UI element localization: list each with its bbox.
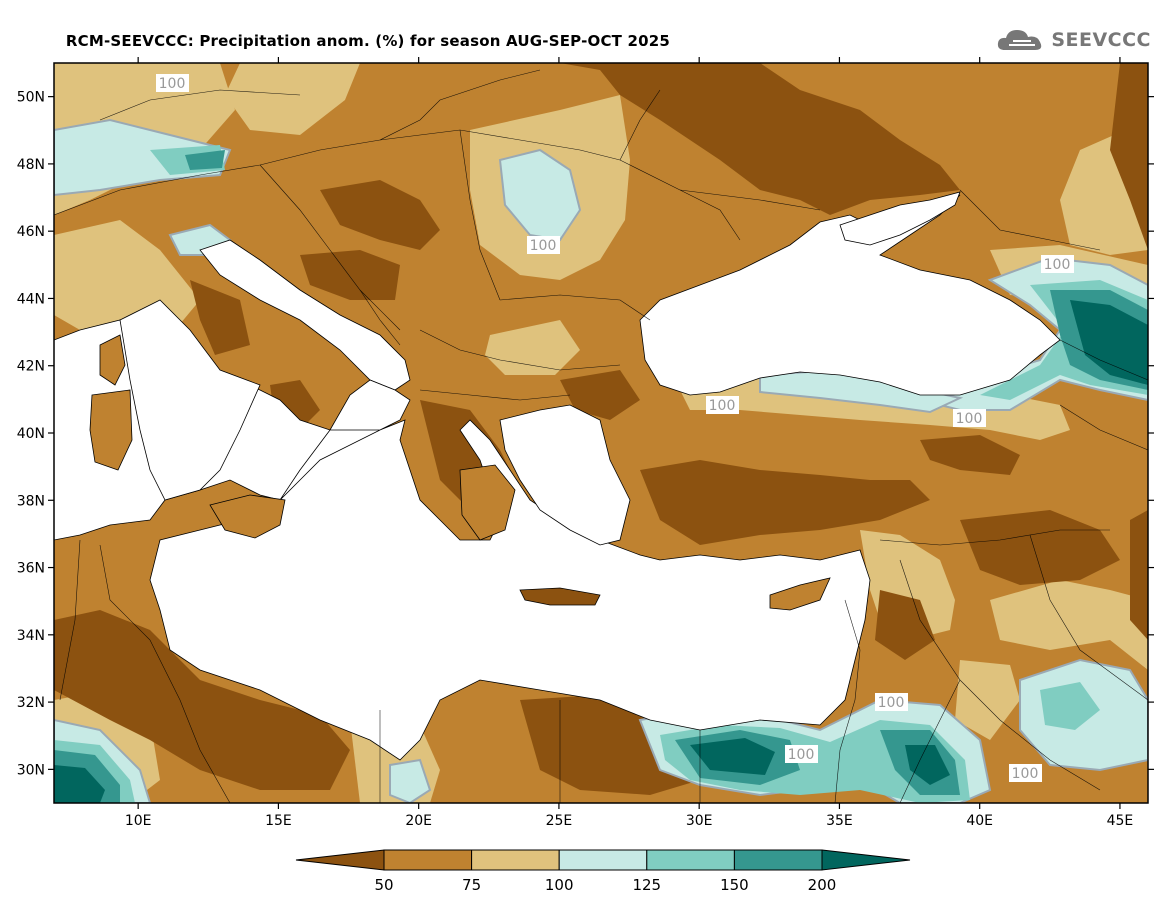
contour-labels: 100 100 100 100 100 100 100 100 — [156, 74, 1074, 782]
lon-tick-label: 40E — [966, 813, 993, 829]
corsica-island — [99, 334, 126, 386]
lat-tick-label: 48N — [17, 157, 45, 173]
map-frame — [53, 62, 1149, 804]
black-sea — [639, 194, 1061, 396]
colorbar-label: 75 — [462, 876, 481, 894]
title-line-2: Forecast start: 00Z01JUN2025 — [55, 72, 316, 90]
anomaly-below-50-areas — [54, 63, 1148, 795]
anomaly-75-100-areas — [54, 63, 1148, 803]
contour-label-100: 100 — [1044, 257, 1071, 273]
lat-tick-label: 36N — [17, 561, 45, 577]
lat-tick-label: 44N — [17, 291, 45, 307]
lat-tick-label: 42N — [17, 359, 45, 375]
title-line-1: RCM-SEEVCCC: Precipitation anom. (%) for… — [65, 32, 671, 50]
adriatic-sea — [199, 239, 411, 391]
lon-tick-label: 10E — [125, 813, 152, 829]
lon-tick-label: 25E — [546, 813, 573, 829]
crete-island — [519, 587, 601, 606]
sea-of-azov — [839, 191, 961, 246]
sea-mask — [54, 191, 1061, 761]
colorbar-segment — [471, 849, 560, 871]
cyprus-island — [769, 577, 831, 611]
colorbar-high-arrow — [821, 849, 911, 871]
seevccc-logo: SEEVCCC — [995, 26, 1151, 54]
aegean-sea — [499, 404, 631, 546]
mediterranean-sea — [54, 319, 871, 761]
colorbar-segment — [383, 849, 473, 871]
anomaly-125-150-areas — [54, 145, 1148, 803]
contour-label-100: 100 — [956, 411, 983, 427]
contour-label-100: 100 — [709, 398, 736, 414]
colorbar: 50 75 100 125 150 200 — [295, 849, 911, 894]
anomaly-map: 100 100 100 100 100 100 100 100 — [54, 63, 1148, 803]
contour-label-100: 100 — [878, 695, 905, 711]
latitude-axis: 50N 48N 46N 44N 42N 40N 38N 36N 34N 32N 30N — [17, 90, 1154, 778]
colorbar-label: 100 — [545, 876, 574, 894]
lat-tick-label: 50N — [17, 90, 45, 106]
contour-label-100: 100 — [788, 747, 815, 763]
islands — [89, 334, 831, 611]
lon-tick-label: 35E — [826, 813, 853, 829]
colorbar-segment — [558, 849, 648, 871]
lon-tick-label: 30E — [686, 813, 713, 829]
tyrrhenian-sea — [119, 299, 261, 501]
chart-title: RCM-SEEVCCC: Precipitation anom. (%) for… — [55, 11, 670, 111]
country-borders — [54, 69, 1148, 803]
sardinia-island — [89, 389, 133, 471]
lat-tick-label: 32N — [17, 695, 45, 711]
peloponnese — [459, 464, 516, 541]
colorbar-label: 125 — [632, 876, 661, 894]
lat-tick-label: 34N — [17, 628, 45, 644]
colorbar-label: 150 — [720, 876, 749, 894]
lat-tick-label: 40N — [17, 426, 45, 442]
logo-text: SEEVCCC — [1051, 29, 1151, 51]
anomaly-150-200-areas — [54, 150, 1148, 803]
contour-label-100: 100 — [1012, 766, 1039, 782]
contour-label-100: 100 — [530, 238, 557, 254]
lat-tick-label: 46N — [17, 224, 45, 240]
lon-tick-label: 20E — [405, 813, 432, 829]
anomaly-100-125-areas — [54, 118, 1148, 803]
lat-tick-label: 30N — [17, 762, 45, 778]
longitude-axis: 10E 15E 20E 25E 30E 35E 40E 45E — [125, 57, 1133, 829]
sicily-island — [209, 494, 286, 539]
lon-tick-label: 45E — [1107, 813, 1134, 829]
colorbar-segment — [733, 849, 823, 871]
anomaly-50-75-field — [54, 63, 1148, 803]
lat-tick-label: 38N — [17, 493, 45, 509]
anomaly-above-200-areas — [54, 300, 1148, 803]
cloud-icon — [998, 30, 1042, 50]
colorbar-label: 50 — [374, 876, 393, 894]
colorbar-label: 200 — [808, 876, 837, 894]
lon-tick-label: 15E — [265, 813, 292, 829]
colorbar-segment — [646, 849, 735, 871]
colorbar-low-arrow — [295, 849, 385, 871]
